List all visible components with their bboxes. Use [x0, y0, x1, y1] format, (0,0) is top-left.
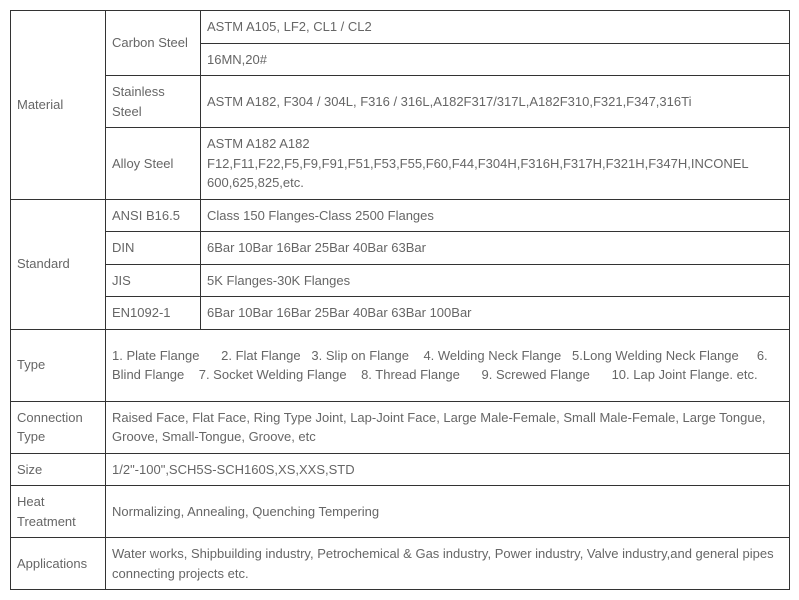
material-stainless-value: ASTM A182, F304 / 304L, F316 / 316L,A182… — [201, 76, 790, 128]
table-row: Material Carbon Steel ASTM A105, LF2, CL… — [11, 11, 790, 44]
material-stainless-label: Stainless Steel — [106, 76, 201, 128]
type-value: 1. Plate Flange 2. Flat Flange 3. Slip o… — [106, 329, 790, 401]
standard-en-label: EN1092-1 — [106, 297, 201, 330]
table-row: EN1092-1 6Bar 10Bar 16Bar 25Bar 40Bar 63… — [11, 297, 790, 330]
material-alloy-value: ASTM A182 A182 F12,F11,F22,F5,F9,F91,F51… — [201, 128, 790, 200]
standard-din-value: 6Bar 10Bar 16Bar 25Bar 40Bar 63Bar — [201, 232, 790, 265]
standard-jis-value: 5K Flanges-30K Flanges — [201, 264, 790, 297]
material-carbon-value2: 16MN,20# — [201, 43, 790, 76]
standard-header: Standard — [11, 199, 106, 329]
material-alloy-label: Alloy Steel — [106, 128, 201, 200]
connection-header: Connection Type — [11, 401, 106, 453]
table-row: Standard ANSI B16.5 Class 150 Flanges-Cl… — [11, 199, 790, 232]
standard-ansi-value: Class 150 Flanges-Class 2500 Flanges — [201, 199, 790, 232]
table-row: Alloy Steel ASTM A182 A182 F12,F11,F22,F… — [11, 128, 790, 200]
applications-value: Water works, Shipbuilding industry, Petr… — [106, 538, 790, 590]
table-row: Connection Type Raised Face, Flat Face, … — [11, 401, 790, 453]
spec-table: Material Carbon Steel ASTM A105, LF2, CL… — [10, 10, 790, 590]
size-value: 1/2"-100",SCH5S-SCH160S,XS,XXS,STD — [106, 453, 790, 486]
material-header: Material — [11, 11, 106, 200]
material-carbon-value1: ASTM A105, LF2, CL1 / CL2 — [201, 11, 790, 44]
table-row: Size 1/2"-100",SCH5S-SCH160S,XS,XXS,STD — [11, 453, 790, 486]
standard-jis-label: JIS — [106, 264, 201, 297]
material-carbon-label: Carbon Steel — [106, 11, 201, 76]
table-row: Stainless Steel ASTM A182, F304 / 304L, … — [11, 76, 790, 128]
heat-value: Normalizing, Annealing, Quenching Temper… — [106, 486, 790, 538]
standard-en-value: 6Bar 10Bar 16Bar 25Bar 40Bar 63Bar 100Ba… — [201, 297, 790, 330]
heat-header: Heat Treatment — [11, 486, 106, 538]
standard-ansi-label: ANSI B16.5 — [106, 199, 201, 232]
size-header: Size — [11, 453, 106, 486]
connection-value: Raised Face, Flat Face, Ring Type Joint,… — [106, 401, 790, 453]
table-row: JIS 5K Flanges-30K Flanges — [11, 264, 790, 297]
table-row: Heat Treatment Normalizing, Annealing, Q… — [11, 486, 790, 538]
type-header: Type — [11, 329, 106, 401]
table-row: DIN 6Bar 10Bar 16Bar 25Bar 40Bar 63Bar — [11, 232, 790, 265]
table-row: Applications Water works, Shipbuilding i… — [11, 538, 790, 590]
standard-din-label: DIN — [106, 232, 201, 265]
table-row: Type 1. Plate Flange 2. Flat Flange 3. S… — [11, 329, 790, 401]
applications-header: Applications — [11, 538, 106, 590]
